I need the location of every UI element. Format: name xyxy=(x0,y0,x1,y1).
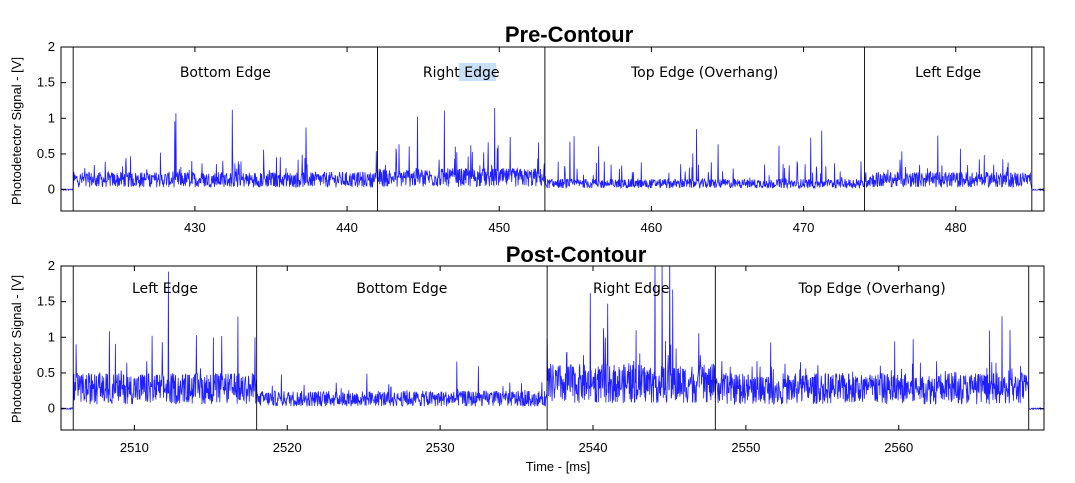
x-tick-label: 450 xyxy=(488,220,510,235)
x-tick-label: 430 xyxy=(184,220,206,235)
x-tick-label: 470 xyxy=(793,220,815,235)
x-tick-label: 2530 xyxy=(426,440,455,455)
y-tick-label: 2 xyxy=(48,258,55,273)
y-tick-label: 1 xyxy=(48,110,55,125)
post-contour-panel: Post-Contour Photodetector Signal - [V] … xyxy=(9,242,1045,474)
region-label: Bottom Edge xyxy=(180,65,271,81)
plot-area: Bottom Edge Right Edge Top Edge (Overhang)… xyxy=(37,39,1045,235)
y-axis-label: Photodetector Signal - [V] xyxy=(9,57,24,205)
y-axis-label: Photodetector Signal - [V] xyxy=(9,275,24,423)
pre-contour-panel: Pre-Contour Photodetector Signal - [V] B… xyxy=(9,22,1045,235)
plot-area: Left Edge Bottom Edge Right Edge Top Edge (… xyxy=(37,258,1045,455)
y-tick-label: 0 xyxy=(48,182,55,197)
axes-frame xyxy=(60,46,1045,212)
y-tick-label: 2 xyxy=(48,39,55,54)
region-label: Top Edge (Overhang) xyxy=(797,281,945,297)
region-label: Top Edge (Overhang) xyxy=(630,65,778,81)
region-label: Right Edge xyxy=(593,281,670,297)
y-tick-label: 1 xyxy=(48,329,55,344)
x-tick-label: 2540 xyxy=(579,440,608,455)
chart-title: Post-Contour xyxy=(506,242,647,267)
signal-trace xyxy=(61,266,1044,411)
x-tick-label: 480 xyxy=(945,220,967,235)
signal-trace xyxy=(61,107,1044,192)
region-label: Bottom Edge xyxy=(356,281,447,297)
y-tick-label: 1.5 xyxy=(37,294,55,309)
x-tick-label: 2510 xyxy=(120,440,149,455)
chart-title: Pre-Contour xyxy=(505,22,634,47)
x-tick-label: 460 xyxy=(641,220,663,235)
y-tick-label: 0.5 xyxy=(37,146,55,161)
x-tick-label: 440 xyxy=(336,220,358,235)
axes-frame xyxy=(60,265,1045,431)
region-label: Right Edge xyxy=(423,65,500,81)
x-tick-label: 2520 xyxy=(273,440,302,455)
region-label: Left Edge xyxy=(132,281,198,297)
x-axis-label: Time - [ms] xyxy=(526,459,591,474)
text-selection-highlight xyxy=(458,63,497,81)
x-tick-label: 2560 xyxy=(884,440,913,455)
x-tick-label: 2550 xyxy=(731,440,760,455)
region-label: Left Edge xyxy=(915,65,981,81)
y-tick-label: 1.5 xyxy=(37,75,55,90)
y-tick-label: 0 xyxy=(48,401,55,416)
y-tick-label: 0.5 xyxy=(37,365,55,380)
